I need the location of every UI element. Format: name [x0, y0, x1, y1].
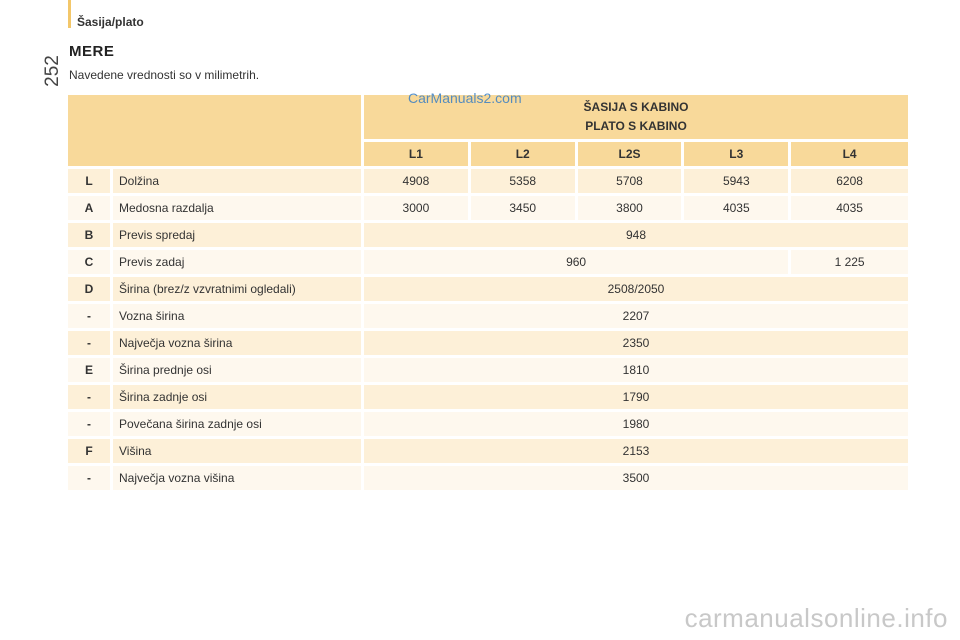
row-label: Največja vozna širina [113, 331, 361, 355]
row-value: 2508/2050 [364, 277, 908, 301]
row-code: L [68, 169, 110, 193]
table-row: - Povečana širina zadnje osi 1980 [68, 412, 908, 436]
variant-header: L4 [791, 142, 908, 166]
row-code: - [68, 331, 110, 355]
row-value: 948 [364, 223, 908, 247]
header-blank-cell [68, 95, 361, 166]
row-value: 5708 [577, 169, 682, 193]
row-value: 3450 [470, 196, 575, 220]
row-value: 6208 [791, 169, 908, 193]
row-label: Višina [113, 439, 361, 463]
row-code: - [68, 466, 110, 490]
watermark-bottom: carmanualsonline.info [684, 603, 948, 633]
row-code: C [68, 250, 110, 274]
row-label: Previs spredaj [113, 223, 361, 247]
header-accent-bar [68, 0, 71, 28]
table-row: A Medosna razdalja 3000 3450 3800 4035 4… [68, 196, 908, 220]
row-value: 5943 [684, 169, 789, 193]
dimensions-table: ŠASIJA S KABINO PLATO S KABINO L1 L2 L2S… [65, 92, 911, 493]
table-row: - Vozna širina 2207 [68, 304, 908, 328]
table-row: L Dolžina 4908 5358 5708 5943 6208 [68, 169, 908, 193]
row-value: 3500 [364, 466, 908, 490]
row-label: Širina zadnje osi [113, 385, 361, 409]
page-number: 252 [42, 55, 63, 87]
row-code: - [68, 412, 110, 436]
page-subtitle: Navedene vrednosti so v milimetrih. [69, 68, 260, 82]
row-value: 2153 [364, 439, 908, 463]
variant-header: L3 [684, 142, 789, 166]
table-row: E Širina prednje osi 1810 [68, 358, 908, 382]
table-row: - Največja vozna širina 2350 [68, 331, 908, 355]
row-value: 3000 [364, 196, 468, 220]
row-code: - [68, 385, 110, 409]
group-header: ŠASIJA S KABINO PLATO S KABINO [364, 95, 908, 139]
row-code: D [68, 277, 110, 301]
group-header-line2: PLATO S KABINO [585, 119, 687, 133]
table-row: - Širina zadnje osi 1790 [68, 385, 908, 409]
row-value: 3800 [577, 196, 682, 220]
row-label: Vozna širina [113, 304, 361, 328]
row-code: - [68, 304, 110, 328]
row-value: 1980 [364, 412, 908, 436]
row-value: 5358 [470, 169, 575, 193]
page-heading: MERE [69, 43, 115, 60]
row-value: 2350 [364, 331, 908, 355]
group-header-line1: ŠASIJA S KABINO [583, 100, 689, 114]
row-label: Dolžina [113, 169, 361, 193]
row-value: 1790 [364, 385, 908, 409]
variant-header: L2 [470, 142, 575, 166]
table-row: F Višina 2153 [68, 439, 908, 463]
row-label: Največja vozna višina [113, 466, 361, 490]
row-label: Medosna razdalja [113, 196, 361, 220]
watermark-top: CarManuals2.com [408, 90, 522, 106]
row-value: 4035 [791, 196, 908, 220]
row-value: 960 [364, 250, 789, 274]
row-value: 2207 [364, 304, 908, 328]
row-value: 1 225 [791, 250, 908, 274]
table-row: D Širina (brez/z vzvratnimi ogledali) 25… [68, 277, 908, 301]
row-code: E [68, 358, 110, 382]
table-row: - Največja vozna višina 3500 [68, 466, 908, 490]
variant-header: L2S [577, 142, 682, 166]
row-code: F [68, 439, 110, 463]
row-label: Povečana širina zadnje osi [113, 412, 361, 436]
row-value: 4035 [684, 196, 789, 220]
row-value: 4908 [364, 169, 468, 193]
section-title: Šasija/plato [77, 15, 144, 29]
row-code: B [68, 223, 110, 247]
table-row: C Previs zadaj 960 1 225 [68, 250, 908, 274]
row-label: Širina prednje osi [113, 358, 361, 382]
table-row: B Previs spredaj 948 [68, 223, 908, 247]
row-label: Previs zadaj [113, 250, 361, 274]
variant-header: L1 [364, 142, 468, 166]
row-code: A [68, 196, 110, 220]
row-label: Širina (brez/z vzvratnimi ogledali) [113, 277, 361, 301]
row-value: 1810 [364, 358, 908, 382]
